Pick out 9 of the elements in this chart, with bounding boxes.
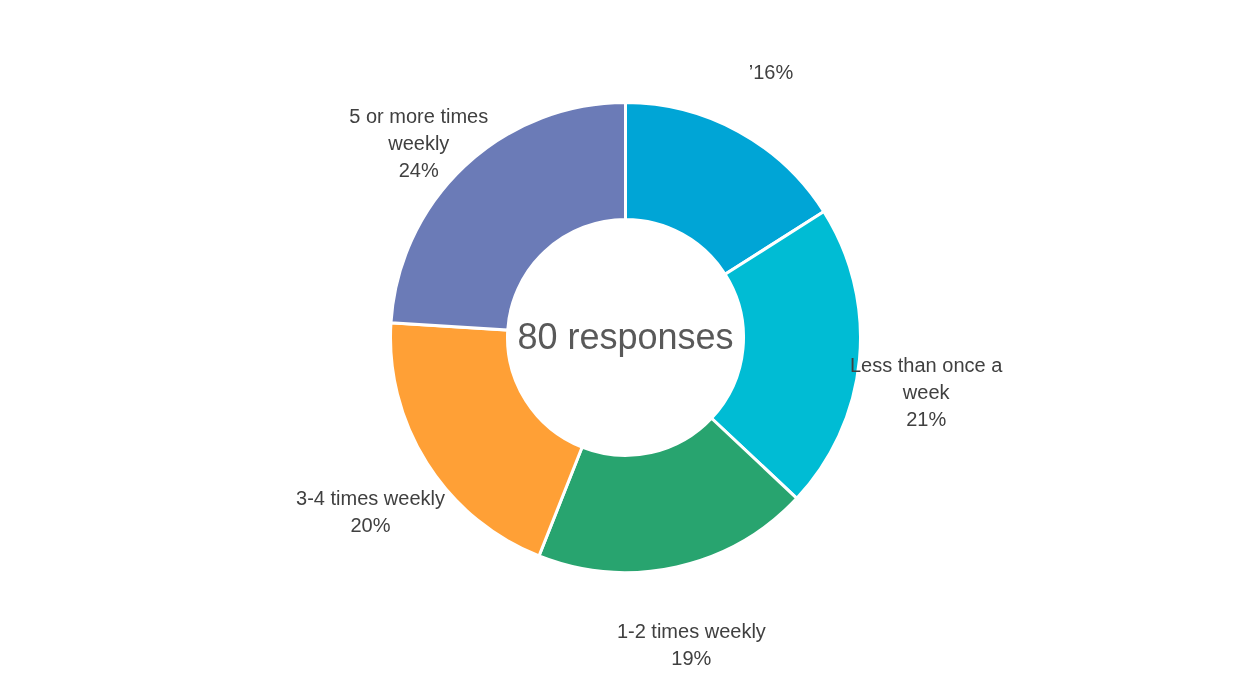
slice-label: ’16% (748, 60, 794, 83)
slice-label: 1-2 times weekly (616, 620, 766, 643)
data-label: 24% (398, 159, 439, 182)
slice-label: 3-4 times weekly (296, 487, 445, 510)
data-label: 21% (906, 407, 947, 430)
data-label: 19% (671, 647, 712, 670)
data-label: 20% (350, 514, 391, 537)
text: 80 responses (517, 315, 734, 357)
slice-label: 5 or more times weekly (349, 105, 489, 155)
